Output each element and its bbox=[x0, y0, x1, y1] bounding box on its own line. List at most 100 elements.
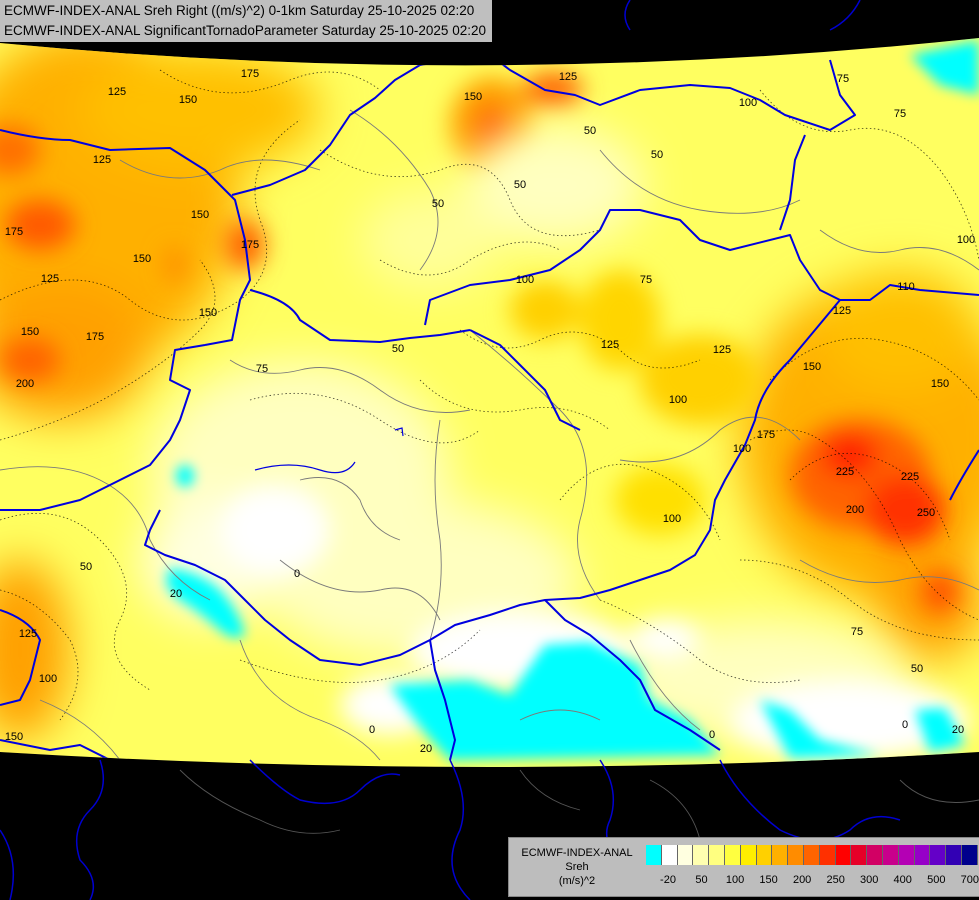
contour-label: 150 bbox=[191, 209, 209, 221]
contour-label: 200 bbox=[846, 504, 864, 516]
contour-label: 175 bbox=[86, 331, 104, 343]
contour-label: 150 bbox=[931, 378, 949, 390]
legend-color-cell bbox=[661, 845, 678, 865]
title-line-stp: ECMWF-INDEX-ANAL SignificantTornadoParam… bbox=[4, 23, 486, 38]
legend-color-cell bbox=[646, 845, 662, 865]
legend-tick-labels: -20 50 100 150 200 250 300 400 500 700 bbox=[646, 874, 979, 888]
legend-tick-label: 200 bbox=[792, 874, 812, 886]
legend-color-bar bbox=[646, 845, 978, 865]
legend-field: Sreh bbox=[565, 861, 589, 873]
legend-tick-label: 150 bbox=[759, 874, 778, 886]
contour-label: 100 bbox=[733, 443, 751, 455]
legend-color-cell bbox=[724, 845, 741, 865]
legend-tick-label: 300 bbox=[860, 874, 879, 886]
contour-label: 0 bbox=[902, 719, 908, 731]
legend-tick-label: 700 bbox=[960, 874, 979, 886]
contour-label: 250 bbox=[917, 507, 935, 519]
negative-sreh-cyan bbox=[166, 40, 979, 760]
color-legend: ECMWF-INDEX-ANAL Sreh (m/s)^2 -20 50 100 15… bbox=[508, 837, 979, 897]
legend-model: ECMWF-INDEX-ANAL bbox=[521, 847, 633, 859]
legend-color-cell bbox=[677, 845, 694, 865]
contour-label: 150 bbox=[21, 326, 39, 338]
national-borders bbox=[0, 54, 979, 761]
contour-label: 50 bbox=[432, 198, 444, 210]
legend-color-cell bbox=[914, 845, 931, 865]
legend-tick-label: 50 bbox=[695, 874, 708, 886]
contour-label: 125 bbox=[19, 628, 37, 640]
contour-label: 110 bbox=[897, 281, 915, 293]
legend-tick-label: 250 bbox=[826, 874, 845, 886]
contour-label: 0 bbox=[709, 729, 715, 741]
contour-label: 150 bbox=[464, 91, 482, 103]
contour-label: 150 bbox=[133, 253, 151, 265]
contour-label: 125 bbox=[559, 71, 577, 83]
legend-color-cell bbox=[946, 845, 962, 865]
contour-label: 20 bbox=[420, 743, 432, 755]
high-sreh-west bbox=[0, 38, 320, 740]
contour-label: 225 bbox=[836, 466, 854, 478]
contour-label: 50 bbox=[514, 179, 526, 191]
contour-label: 175 bbox=[757, 429, 775, 441]
legend-color-cell bbox=[709, 845, 725, 865]
legend-caption: ECMWF-INDEX-ANAL Sreh (m/s)^2 bbox=[513, 846, 641, 888]
contour-label: 175 bbox=[5, 226, 23, 238]
dotted-contours bbox=[0, 69, 979, 721]
contour-label: 75 bbox=[256, 363, 268, 375]
contour-label: 50 bbox=[80, 561, 92, 573]
lakes bbox=[254, 427, 404, 474]
contour-label: 125 bbox=[93, 154, 111, 166]
map-title-box: ECMWF-INDEX-ANAL Sreh Right ((m/s)^2) 0-… bbox=[0, 0, 492, 42]
legend-color-cell bbox=[819, 845, 836, 865]
contour-label: 50 bbox=[392, 343, 404, 355]
contour-label: 50 bbox=[584, 125, 596, 137]
contour-label: 125 bbox=[41, 273, 59, 285]
contour-label: 175 bbox=[241, 239, 259, 251]
contour-label: 100 bbox=[39, 673, 57, 685]
contour-label: 100 bbox=[516, 274, 534, 286]
contour-label: 20 bbox=[952, 724, 964, 736]
legend-tick-label: 100 bbox=[725, 874, 745, 886]
title-line-sreh: ECMWF-INDEX-ANAL Sreh Right ((m/s)^2) 0-… bbox=[4, 3, 475, 18]
contour-label: 150 bbox=[803, 361, 821, 373]
contour-label: 150 bbox=[5, 731, 23, 743]
contour-label: 100 bbox=[663, 513, 681, 525]
contour-label: 50 bbox=[911, 663, 923, 675]
legend-unit: (m/s)^2 bbox=[558, 875, 596, 887]
contour-label: 75 bbox=[640, 274, 652, 286]
legend-color-cell bbox=[740, 845, 757, 865]
contour-label: 75 bbox=[837, 73, 849, 85]
legend-tick-label: 400 bbox=[893, 874, 912, 886]
contour-label: 175 bbox=[241, 68, 259, 80]
legend-color-cell bbox=[803, 845, 820, 865]
contour-label: 100 bbox=[739, 97, 757, 109]
contour-label: 150 bbox=[179, 94, 197, 106]
contour-label: 200 bbox=[16, 378, 34, 390]
contour-label: 125 bbox=[601, 339, 619, 351]
legend-color-cell bbox=[930, 845, 947, 865]
contour-label: 20 bbox=[170, 588, 182, 600]
contour-label: 75 bbox=[851, 626, 863, 638]
regional-lines bbox=[0, 109, 979, 761]
legend-color-cell bbox=[693, 845, 710, 865]
contour-label: 125 bbox=[713, 344, 731, 356]
contour-label: 50 bbox=[651, 149, 663, 161]
contour-label: 225 bbox=[901, 471, 919, 483]
contour-label: 100 bbox=[669, 394, 687, 406]
legend-color-cell bbox=[788, 845, 804, 865]
contour-label: 0 bbox=[294, 568, 300, 580]
contour-label: 100 bbox=[957, 234, 975, 246]
legend-color-cell bbox=[756, 845, 773, 865]
legend-tick-label: -20 bbox=[660, 874, 676, 886]
contour-label: 75 bbox=[894, 108, 906, 120]
contour-label: 150 bbox=[199, 307, 217, 319]
legend-color-cell bbox=[772, 845, 789, 865]
legend-color-cell bbox=[867, 845, 883, 865]
legend-color-cell bbox=[898, 845, 915, 865]
legend-color-cell bbox=[851, 845, 868, 865]
legend-color-cell bbox=[882, 845, 899, 865]
contour-label: 125 bbox=[833, 305, 851, 317]
